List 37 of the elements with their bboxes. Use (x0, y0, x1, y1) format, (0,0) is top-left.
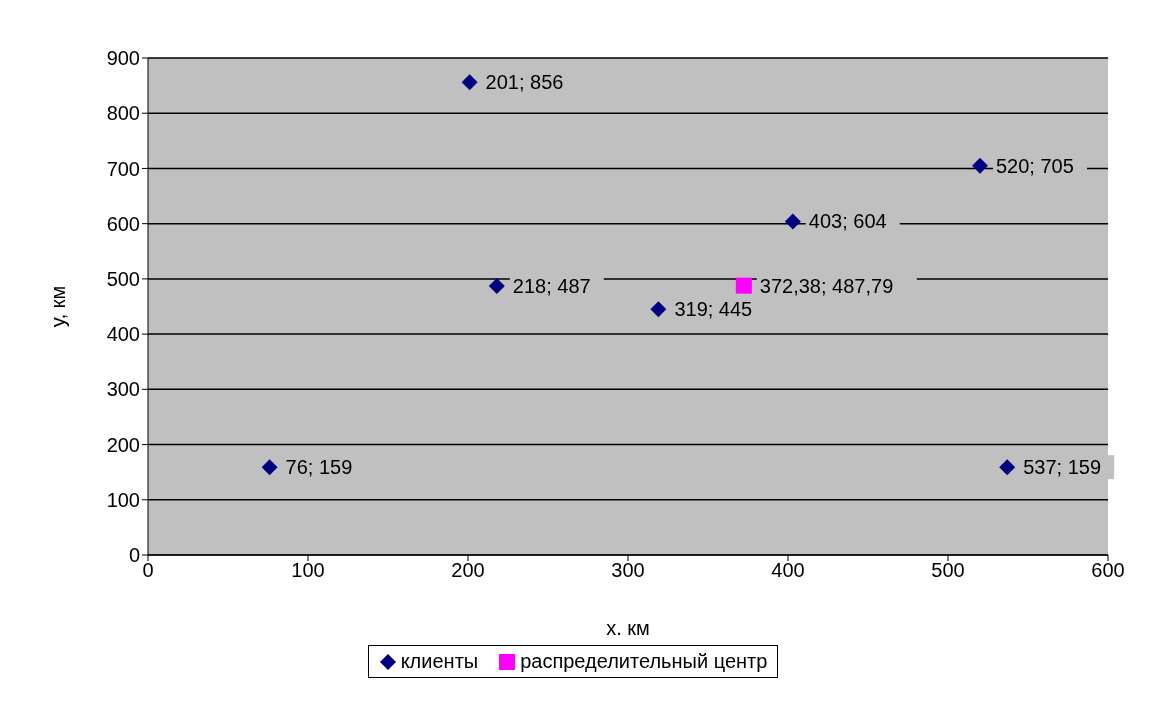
point (784, 213, 801, 230)
x-tick-label: 400 (771, 559, 805, 582)
data-label: 403; 604 (808, 210, 887, 233)
data-label: 218; 487 (512, 275, 591, 298)
y-tick-label: 200 (106, 433, 140, 456)
data-label: 537; 159 (1023, 456, 1102, 479)
x-tick-label: 200 (451, 559, 485, 582)
y-tick-label: 700 (106, 157, 140, 180)
legend-label: клиенты (400, 650, 479, 673)
y-tick-label: 600 (106, 212, 140, 235)
point (261, 459, 278, 476)
y-tick-label: 400 (106, 323, 140, 346)
legend-label: распределительный центр (520, 650, 768, 673)
point (999, 459, 1016, 476)
point (488, 278, 505, 295)
data-label: 201; 856 (485, 71, 564, 94)
y-axis-title: у, км (47, 285, 70, 328)
y-tick-label: 900 (106, 47, 140, 70)
y-tick-label: 800 (106, 102, 140, 125)
point (972, 157, 988, 174)
x-axis-title: x. км (606, 617, 650, 639)
x-tick-label: 300 (611, 559, 645, 582)
point (735, 277, 752, 294)
point (650, 301, 667, 318)
y-tick-label: 300 (106, 378, 140, 401)
x-tick-label: 600 (1091, 559, 1125, 582)
data-label: 372,38; 487,79 (759, 274, 894, 297)
point (461, 74, 478, 91)
data-label: 319; 445 (674, 298, 753, 321)
x-tick-label: 500 (931, 559, 965, 582)
y-tick-label: 500 (106, 267, 140, 290)
data-label: 76; 159 (285, 456, 353, 479)
data-label: 520; 705 (996, 154, 1074, 177)
x-tick-label: 100 (291, 559, 325, 582)
y-tick-label: 100 (106, 488, 140, 511)
y-tick-label: 0 (128, 544, 140, 567)
x-tick-label: 0 (142, 559, 154, 582)
